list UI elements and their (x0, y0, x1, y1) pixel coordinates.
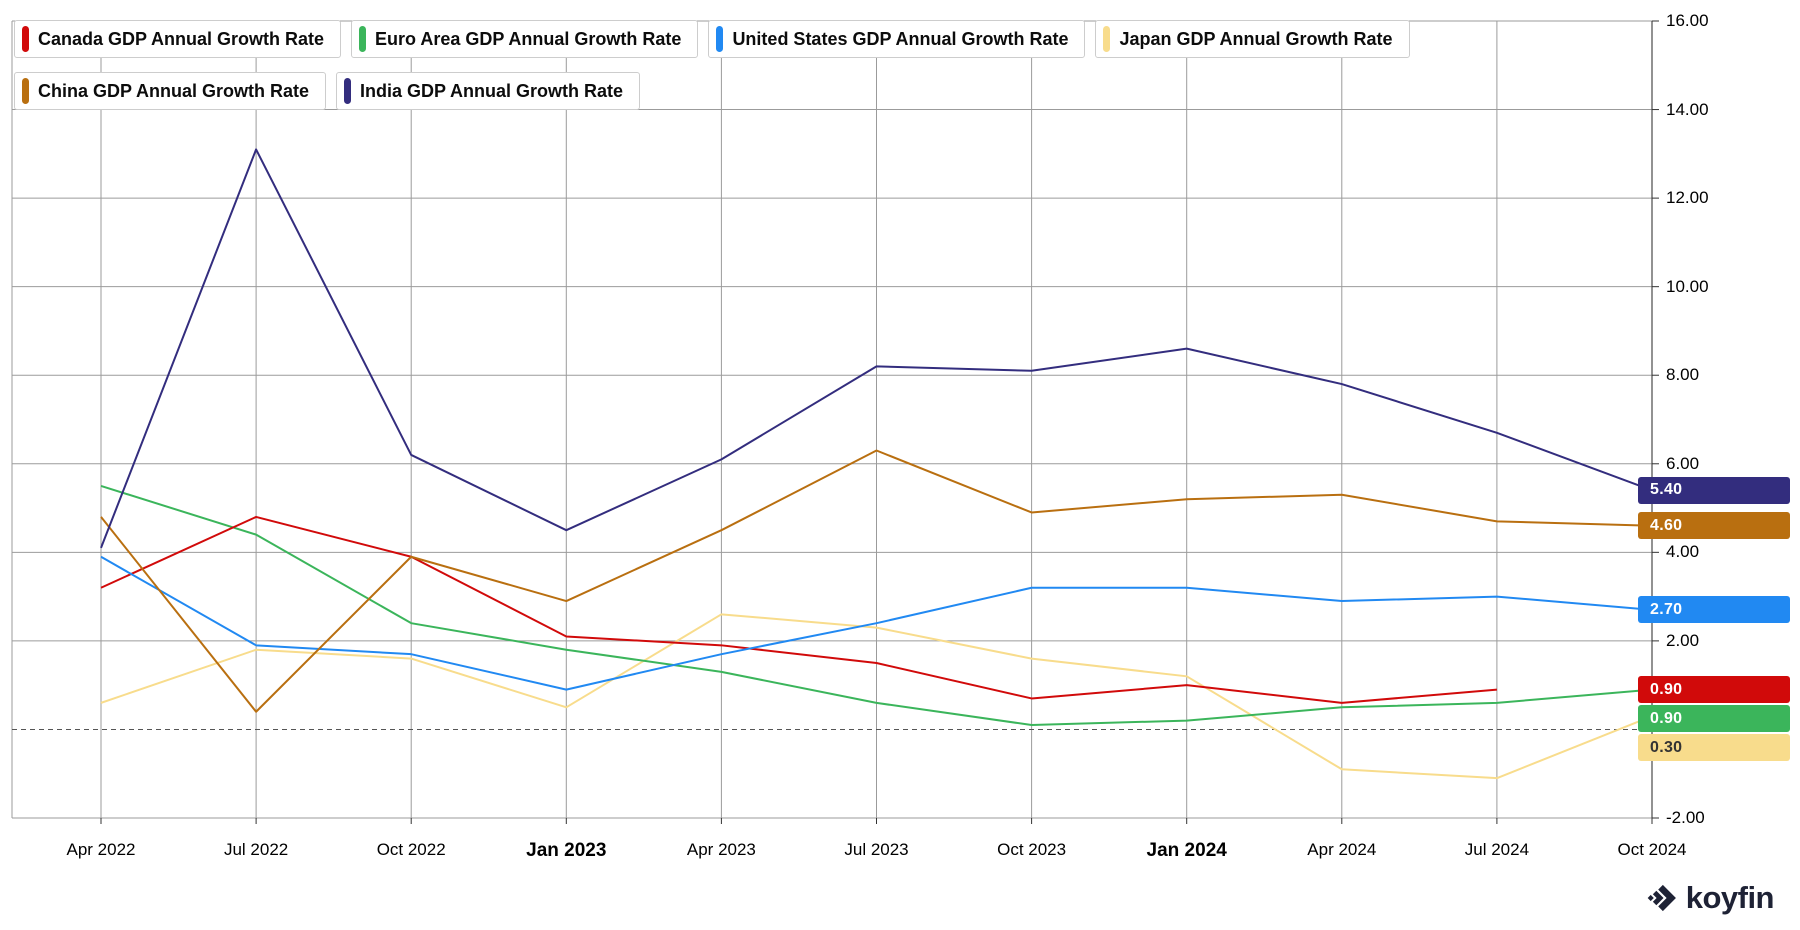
legend-item-label: Japan GDP Annual Growth Rate (1119, 28, 1393, 49)
legend-item-label: United States GDP Annual Growth Rate (732, 28, 1069, 49)
legend-item-label: China GDP Annual Growth Rate (38, 80, 310, 101)
koyfin-logo-icon (1647, 884, 1676, 912)
legend-color-bar-icon (344, 78, 352, 104)
legend-item-label: Euro Area GDP Annual Growth Rate (375, 28, 682, 49)
series-line-united-states-gdp-annual-growth-rate (100, 555, 1653, 691)
series-line-india-gdp-annual-growth-rate (100, 148, 1653, 549)
series-line-canada-gdp-annual-growth-rate (100, 515, 1497, 704)
series-line-euro-area-gdp-annual-growth-rate (100, 484, 1653, 727)
legend-item[interactable]: China GDP Annual Growth Rate (14, 72, 327, 110)
legend-item[interactable]: Canada GDP Annual Growth Rate (14, 20, 342, 58)
legend-color-bar-icon (359, 26, 367, 52)
legend-row-2: China GDP Annual Growth Rate India GDP An… (14, 72, 641, 110)
legend-item[interactable]: Euro Area GDP Annual Growth Rate (351, 20, 699, 58)
legend-item-label: Canada GDP Annual Growth Rate (38, 28, 325, 49)
series-line-china-gdp-annual-growth-rate (100, 449, 1653, 713)
koyfin-logo-text: koyfin (1685, 880, 1775, 915)
legend-item[interactable]: India GDP Annual Growth Rate (336, 72, 641, 110)
legend-color-bar-icon (1103, 26, 1111, 52)
legend-color-bar-icon (22, 78, 29, 104)
legend-item-label: India GDP Annual Growth Rate (360, 80, 624, 101)
legend-color-bar-icon (22, 26, 29, 52)
koyfin-logo: koyfin (1645, 880, 1775, 916)
legend-color-bar-icon (716, 26, 724, 52)
series-line-japan-gdp-annual-growth-rate (100, 613, 1653, 780)
legend-row-1: Canada GDP Annual Growth Rate Euro Area G… (14, 20, 1410, 58)
legend-item[interactable]: Japan GDP Annual Growth Rate (1095, 20, 1410, 58)
legend-item[interactable]: United States GDP Annual Growth Rate (708, 20, 1086, 58)
